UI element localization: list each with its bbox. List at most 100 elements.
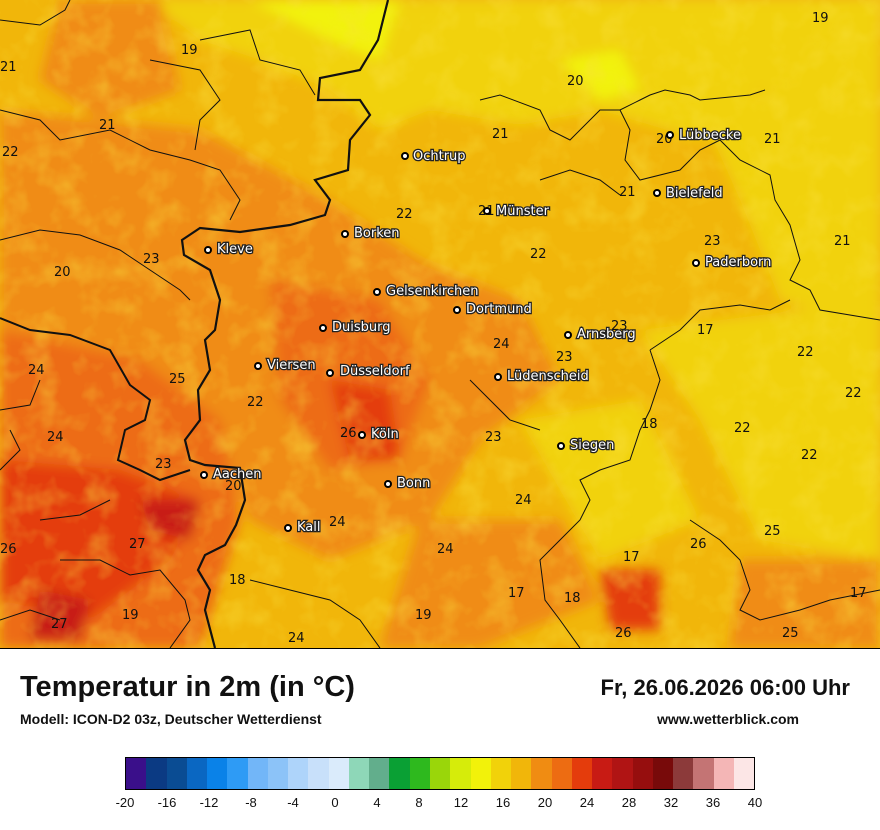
temperature-map: 19 19 21 20 21 22 21 20 21 21 22 21 22 2… <box>0 0 880 649</box>
city-kleve: Kleve <box>204 241 254 258</box>
temp-value: 22 <box>734 421 751 436</box>
legend-swatch <box>186 758 208 789</box>
legend-swatch <box>713 758 734 789</box>
temp-value: 25 <box>764 524 781 539</box>
temp-value: 19 <box>812 11 829 26</box>
legend-swatch <box>348 758 370 789</box>
legend-swatch <box>511 758 532 789</box>
legend-swatch <box>328 758 349 789</box>
borders <box>0 0 880 648</box>
temp-value: 21 <box>764 132 781 147</box>
legend-swatch <box>673 758 694 789</box>
legend-tick-label: 24 <box>579 795 595 810</box>
legend-tick-label: 20 <box>537 795 553 810</box>
legend-tick-label: 0 <box>331 795 339 810</box>
city-bonn: Bonn <box>384 475 432 492</box>
legend-swatch <box>369 758 390 789</box>
legend-tick-label: 36 <box>705 795 721 810</box>
temp-value: 22 <box>801 448 818 463</box>
legend-swatch <box>247 758 268 789</box>
temp-value: 22 <box>797 345 814 360</box>
svg-text:Borken: Borken <box>354 226 400 241</box>
svg-text:Duisburg: Duisburg <box>332 320 391 335</box>
city-luedenscheid: Lüdenscheid <box>494 368 590 385</box>
legend-tick-label: -16 <box>157 795 177 810</box>
temp-value: 23 <box>485 430 502 445</box>
legend-tick-label: 40 <box>747 795 763 810</box>
temp-value: 27 <box>129 537 146 552</box>
legend-swatch <box>166 758 187 789</box>
legend-tick-label: 4 <box>373 795 381 810</box>
svg-text:Dortmund: Dortmund <box>466 302 532 317</box>
legend-tick-label: 16 <box>495 795 511 810</box>
city-ochtrup: Ochtrup <box>401 148 467 165</box>
legend-swatch <box>592 758 613 789</box>
legend-swatch <box>531 758 552 789</box>
temp-value: 22 <box>530 247 547 262</box>
city-paderborn: Paderborn <box>692 254 773 271</box>
forecast-datetime: Fr, 26.06.2026 06:00 Uhr <box>600 675 851 700</box>
temp-value: 19 <box>181 43 198 58</box>
legend-swatch <box>612 758 633 789</box>
city-aachen: Aachen <box>200 466 263 483</box>
legend-tick-label: -12 <box>199 795 219 810</box>
temp-value: 22 <box>2 145 19 160</box>
legend-swatch <box>571 758 593 789</box>
temp-value: 24 <box>329 515 346 530</box>
legend-swatch <box>126 758 147 789</box>
temp-value: 17 <box>697 323 714 338</box>
svg-text:Lüdenscheid: Lüdenscheid <box>507 369 589 384</box>
temp-value: 25 <box>782 626 799 641</box>
temp-value: 19 <box>122 608 139 623</box>
legend-swatch <box>632 758 653 789</box>
temp-value: 26 <box>340 426 357 441</box>
temp-value: 19 <box>415 608 432 623</box>
temp-value: 23 <box>704 234 721 249</box>
city-duesseldorf: Düsseldorf <box>326 363 411 380</box>
temp-value: 23 <box>556 350 573 365</box>
city-kall: Kall <box>284 519 322 536</box>
svg-text:Paderborn: Paderborn <box>705 255 771 270</box>
legend-swatch <box>308 758 329 789</box>
temp-value: 21 <box>492 127 509 142</box>
temp-value: 20 <box>225 479 242 494</box>
svg-text:Kall: Kall <box>297 520 321 535</box>
legend-swatch <box>389 758 410 789</box>
city-siegen: Siegen <box>557 437 616 454</box>
legend-swatch <box>288 758 309 789</box>
legend-tick-label: 32 <box>663 795 679 810</box>
temp-value: 23 <box>611 319 628 334</box>
svg-text:Kleve: Kleve <box>217 242 253 257</box>
temp-value: 22 <box>845 386 862 401</box>
legend-swatch <box>693 758 714 789</box>
legend-swatch <box>409 758 430 789</box>
legend-swatch <box>551 758 572 789</box>
temp-value: 21 <box>99 118 116 133</box>
city-gelsenkirchen: Gelsenkirchen <box>373 283 480 300</box>
legend-swatch <box>450 758 471 789</box>
temp-value: 24 <box>28 363 45 378</box>
temp-value: 24 <box>515 493 532 508</box>
website-link[interactable]: www.wetterblick.com <box>657 711 799 727</box>
national-border <box>180 0 390 648</box>
legend-swatch <box>207 758 228 789</box>
temp-value: 18 <box>564 591 581 606</box>
svg-text:Düsseldorf: Düsseldorf <box>340 364 410 379</box>
svg-text:Bielefeld: Bielefeld <box>666 186 723 201</box>
svg-text:Köln: Köln <box>371 427 399 442</box>
legend-tick-label: 12 <box>453 795 469 810</box>
temp-value: 26 <box>690 537 707 552</box>
svg-text:Aachen: Aachen <box>213 467 261 482</box>
temp-value: 17 <box>623 550 640 565</box>
temp-value: 26 <box>615 626 632 641</box>
legend-swatch <box>652 758 674 789</box>
temp-value: 23 <box>155 457 172 472</box>
temp-value: 20 <box>567 74 584 89</box>
color-scale-legend <box>125 757 755 790</box>
temp-value: 20 <box>54 265 71 280</box>
svg-text:Lübbecke: Lübbecke <box>679 128 741 143</box>
legend-tick-label: 28 <box>621 795 637 810</box>
svg-text:Siegen: Siegen <box>570 438 614 453</box>
temp-value: 22 <box>396 207 413 222</box>
city-muenster: Münster <box>483 203 551 220</box>
